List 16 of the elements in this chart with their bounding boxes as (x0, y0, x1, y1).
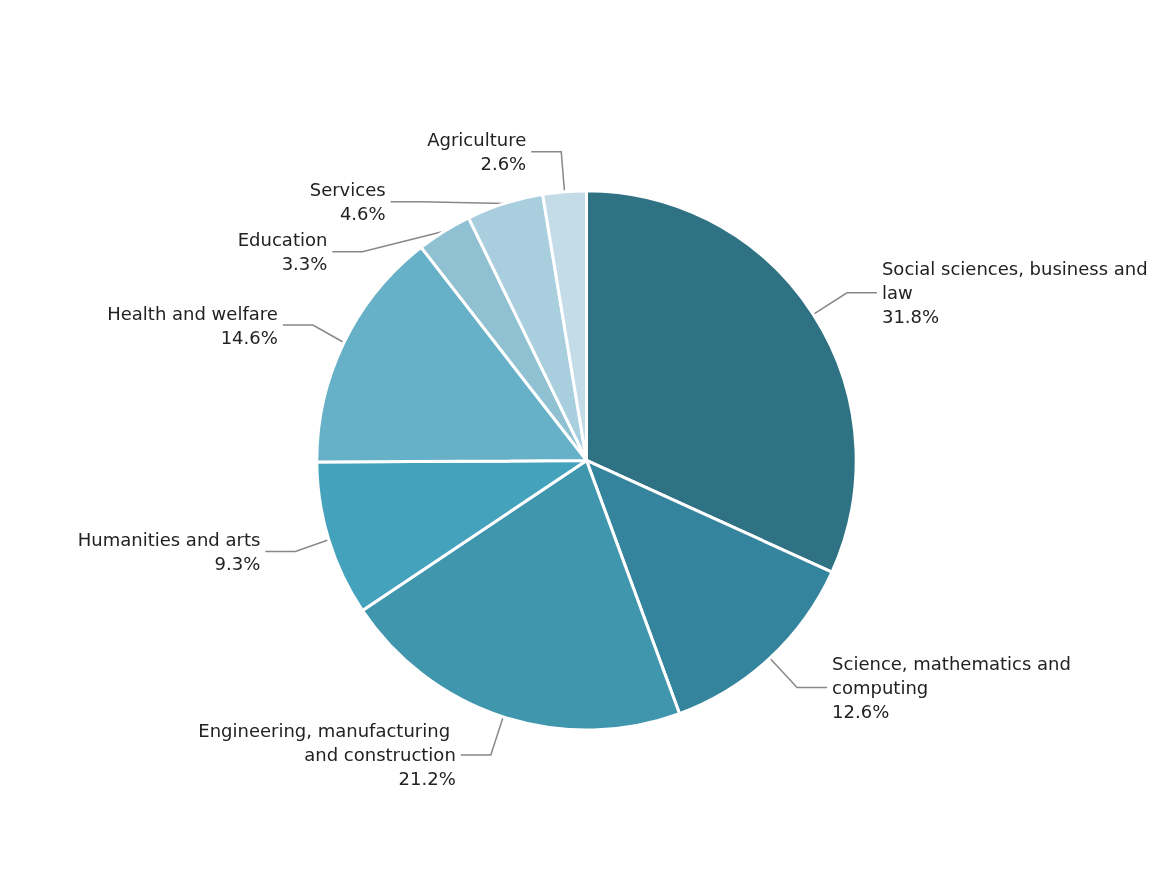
data-label: 4.6% (339, 203, 386, 225)
slice-label: Agriculture (427, 129, 527, 151)
data-label: 2.6% (480, 153, 527, 175)
data-label: 31.8% (881, 306, 940, 328)
data-label: 3.3% (281, 253, 328, 275)
slice-label: Humanities and arts (77, 528, 261, 550)
data-label: 21.2% (398, 768, 456, 790)
slice-label: Science, mathematics and computing (832, 652, 1077, 698)
data-label: 14.6% (220, 326, 278, 348)
slice-label: Services (309, 179, 386, 201)
data-label: 9.3% (214, 552, 261, 574)
data-label: 12.6% (832, 700, 890, 722)
slice-label: Social sciences, business and law (881, 258, 1154, 304)
slice-label: Health and welfare (107, 302, 278, 324)
slice-label: Engineering, manufacturing and construction (198, 720, 456, 766)
slice-label: Education (237, 229, 328, 251)
